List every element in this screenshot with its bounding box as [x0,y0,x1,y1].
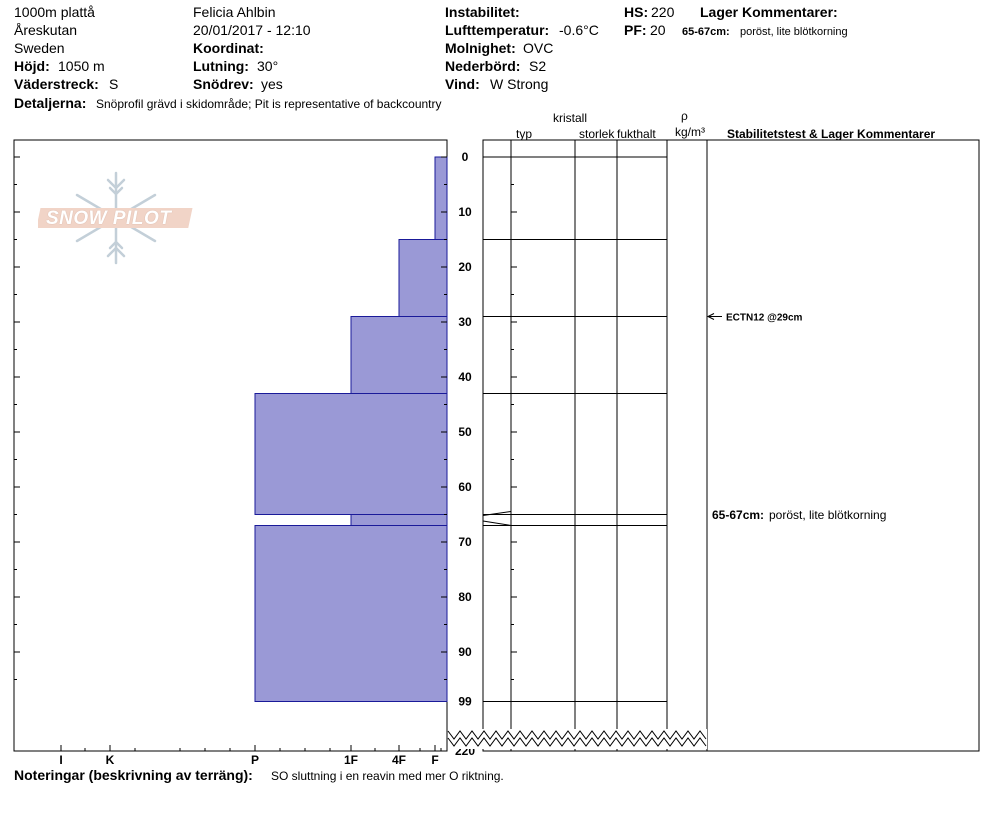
air-temp-value: -0.6°C [559,22,599,38]
details-label: Detaljerna: [14,95,87,111]
hs-label: HS: [624,4,649,20]
snow-pilot-logo: SNOW PILOT [38,168,198,268]
y-tick-label: 40 [458,370,472,384]
observer-name: Felicia Ahlbin [193,4,276,20]
arrow-icon [706,313,715,320]
rho-symbol: ρ [681,109,688,123]
y-tick-label: 70 [458,535,472,549]
stability-test-label: ECTN12 @29cm [726,313,803,324]
type-column-header: typ [516,127,533,141]
hardness-bar [254,525,448,702]
country-name: Sweden [14,40,65,56]
stability-column-header: Stabilitetstest & Lager Kommentarer [727,127,936,141]
y-tick-label: 20 [458,260,472,274]
y-tick-label: 10 [458,205,472,219]
x-tick-label: F [431,753,438,767]
axis-break-zigzag [447,730,707,740]
size-column-header: storlek [579,127,615,141]
sky-value: OVC [523,40,554,56]
pf-value: 20 [650,22,666,38]
slope-value: 30° [257,58,279,74]
hardness-bar [350,316,448,394]
layer-connector [482,511,512,516]
header-layer-comment-text: poröst, lite blötkorning [740,26,848,38]
layer-comment-depth: 65-67cm: [712,508,764,522]
logo-text: SNOW PILOT [46,208,172,229]
y-tick-label: 60 [458,480,472,494]
x-tick-label: K [106,753,115,767]
y-tick-label: 30 [458,315,472,329]
wind-label: Vind: [445,76,480,92]
precip-value: S2 [529,58,547,74]
precip-label: Nederbörd: [445,58,521,74]
observation-datetime: 20/01/2017 - 12:10 [193,22,311,38]
layer-comment-text: poröst, lite blötkorning [769,508,886,522]
aspect-label: Väderstreck: [14,76,99,92]
drift-label: Snödrev: [193,76,254,92]
header-layer-comment-depth: 65-67cm: [682,26,730,38]
y-tick-label: 80 [458,590,472,604]
notes-value: SO sluttning i en reavin med mer O riktn… [271,769,504,783]
y-tick-label: 0 [462,150,469,164]
snowflake-icon [38,171,193,265]
y-tick-label: 50 [458,425,472,439]
density-unit: kg/m³ [675,125,705,139]
y-tick-label: 90 [458,645,472,659]
height-value: 1050 m [58,58,105,74]
hs-value: 220 [651,4,675,20]
crystal-column-header: kristall [553,111,588,125]
layer-comments-label: Lager Kommentarer: [700,4,838,20]
layer-connector [482,520,512,526]
coordinate-label: Koordinat: [193,40,264,56]
air-temp-label: Lufttemperatur: [445,22,550,38]
wind-value: W Strong [490,76,549,92]
y-tick-label: 99 [458,695,472,709]
area-name: Åreskutan [14,22,78,38]
x-tick-label: 1F [344,753,358,767]
notes-label: Noteringar (beskrivning av terräng): [14,767,253,783]
x-tick-label: I [59,753,62,767]
instability-label: Instabilitet: [445,4,520,20]
details-value: Snöprofil grävd i skidområde; Pit is rep… [96,97,442,111]
axis-break-mask [448,729,707,749]
hardness-bar [350,514,448,526]
location-name: 1000m plattå [14,4,95,20]
drift-value: yes [261,76,283,92]
slope-label: Lutning: [193,58,249,74]
hardness-bar [398,239,448,317]
hardness-bar [434,156,448,240]
layer-table-frame [482,139,980,752]
hardness-bar [254,393,448,515]
sky-label: Molnighet: [445,40,516,56]
axis-break-zigzag [447,737,707,747]
x-tick-label: P [251,753,259,767]
height-label: Höjd: [14,58,50,74]
x-tick-label: 4F [392,753,406,767]
pf-label: PF: [624,22,647,38]
aspect-value: S [109,76,119,92]
moisture-column-header: fukthalt [617,127,656,141]
